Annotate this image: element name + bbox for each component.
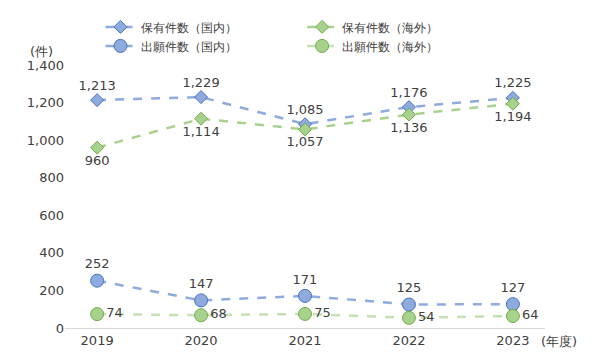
svg-text:1,114: 1,114 — [182, 124, 219, 139]
svg-text:1,229: 1,229 — [182, 75, 219, 90]
svg-text:保有件数（海外）: 保有件数（海外） — [342, 21, 438, 35]
svg-text:68: 68 — [210, 306, 227, 321]
svg-text:(年度): (年度) — [541, 334, 577, 349]
svg-text:1,000: 1,000 — [27, 133, 64, 148]
svg-text:400: 400 — [39, 245, 64, 260]
svg-text:1,213: 1,213 — [79, 78, 116, 93]
svg-text:125: 125 — [397, 280, 422, 295]
svg-text:252: 252 — [85, 256, 110, 271]
svg-text:2023: 2023 — [496, 333, 529, 348]
svg-text:200: 200 — [39, 283, 64, 298]
svg-text:0: 0 — [56, 321, 64, 336]
svg-text:1,400: 1,400 — [27, 58, 64, 73]
svg-text:1,194: 1,194 — [494, 109, 531, 124]
svg-text:75: 75 — [314, 305, 331, 320]
svg-text:1,225: 1,225 — [494, 75, 531, 90]
svg-text:600: 600 — [39, 208, 64, 223]
svg-text:74: 74 — [106, 305, 123, 320]
svg-text:1,085: 1,085 — [286, 102, 323, 117]
svg-text:127: 127 — [500, 280, 525, 295]
svg-text:64: 64 — [522, 307, 539, 322]
svg-text:2021: 2021 — [288, 333, 321, 348]
svg-text:出願件数（国内）: 出願件数（国内） — [141, 40, 237, 54]
svg-text:171: 171 — [293, 272, 318, 287]
svg-text:2020: 2020 — [185, 333, 218, 348]
svg-text:800: 800 — [39, 170, 64, 185]
svg-text:147: 147 — [189, 276, 214, 291]
svg-text:960: 960 — [85, 153, 110, 168]
svg-text:2019: 2019 — [81, 333, 114, 348]
svg-text:1,136: 1,136 — [390, 120, 427, 135]
svg-text:(件): (件) — [30, 44, 53, 59]
svg-text:54: 54 — [418, 309, 435, 324]
svg-text:2022: 2022 — [392, 333, 425, 348]
svg-text:1,057: 1,057 — [286, 134, 323, 149]
svg-text:出願件数（海外）: 出願件数（海外） — [342, 40, 438, 54]
svg-text:1,200: 1,200 — [27, 95, 64, 110]
svg-text:1,176: 1,176 — [390, 85, 427, 100]
svg-text:保有件数（国内）: 保有件数（国内） — [141, 21, 237, 35]
